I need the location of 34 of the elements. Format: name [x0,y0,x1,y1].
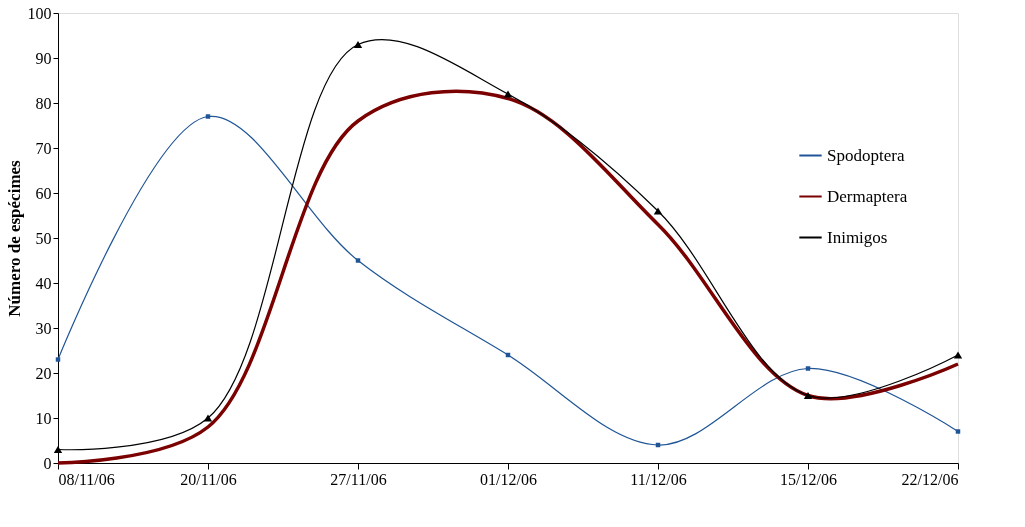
legend-label: Spodoptera [827,145,905,165]
point [503,90,513,98]
legend-label: Inimigos [827,227,888,247]
y-tick-label: 40 [35,274,52,292]
x-tick-label: 20/11/06 [180,470,237,488]
y-tick-label: 0 [43,454,52,472]
point [353,40,363,49]
point [953,351,963,359]
y-axis-title: Número de espécimes [4,159,24,317]
point [805,366,811,371]
y-tick-label: 50 [35,229,52,247]
x-tick-label: 22/12/06 [901,470,959,488]
point [203,414,213,422]
point [653,207,663,215]
x-tick-label: 27/11/06 [330,470,387,488]
y-tick-label: 100 [27,4,52,22]
y-tick-label: 20 [35,364,52,382]
x-tick-label: 11/12/06 [630,470,687,488]
legend-label: Dermaptera [827,186,908,206]
y-tick-label: 30 [35,319,52,337]
x-tick-label: 08/11/06 [58,470,115,488]
point [205,114,211,119]
y-tick-label: 90 [35,49,52,67]
point [53,445,63,454]
point [355,258,361,263]
y-tick-label: 70 [35,139,52,157]
y-tick-label: 60 [35,184,52,202]
point [55,357,61,362]
point [955,429,961,434]
x-tick-label: 15/12/06 [780,470,837,488]
point [803,391,813,400]
x-tick-label: 01/12/06 [480,470,537,488]
y-tick-label: 10 [35,409,52,427]
y-tick-label: 80 [35,94,52,112]
